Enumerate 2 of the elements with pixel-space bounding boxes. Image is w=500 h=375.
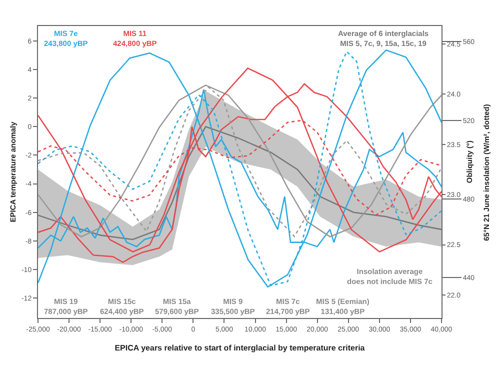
line-series <box>38 126 442 240</box>
x-axis-title: EPICA years relative to start of interglacial by temperature criteria <box>114 344 366 352</box>
